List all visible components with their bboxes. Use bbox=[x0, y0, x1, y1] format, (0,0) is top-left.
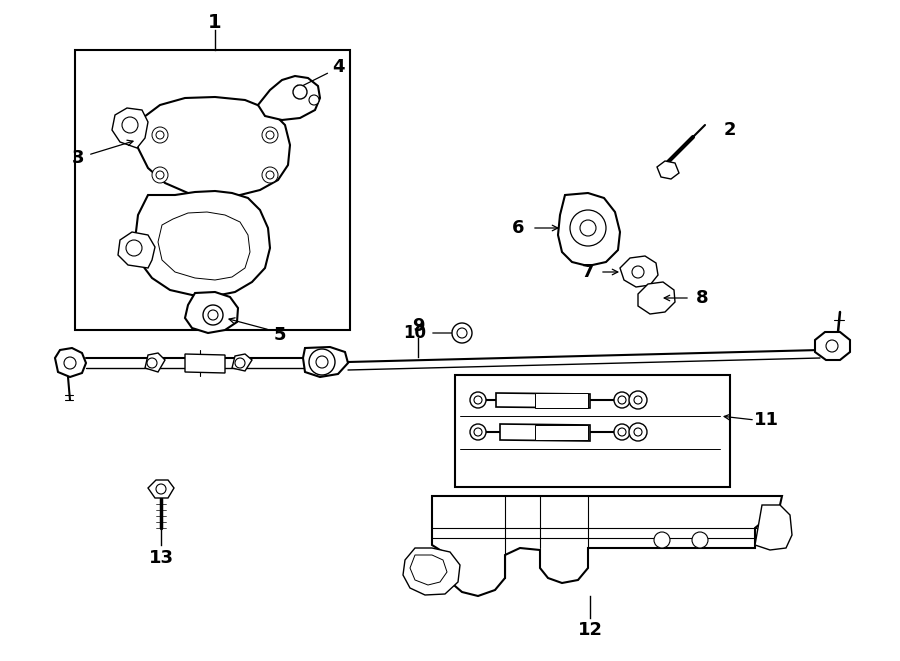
Text: 3: 3 bbox=[72, 149, 85, 167]
Circle shape bbox=[203, 305, 223, 325]
Circle shape bbox=[580, 220, 596, 236]
Polygon shape bbox=[496, 393, 590, 408]
Circle shape bbox=[632, 266, 644, 278]
Polygon shape bbox=[755, 505, 792, 550]
Polygon shape bbox=[232, 354, 252, 371]
Polygon shape bbox=[137, 97, 290, 197]
Text: 10: 10 bbox=[403, 324, 427, 342]
Circle shape bbox=[262, 127, 278, 143]
Circle shape bbox=[309, 95, 319, 105]
Circle shape bbox=[293, 85, 307, 99]
Circle shape bbox=[156, 484, 166, 494]
Polygon shape bbox=[185, 292, 238, 333]
Circle shape bbox=[570, 210, 606, 246]
Polygon shape bbox=[148, 480, 174, 498]
Polygon shape bbox=[145, 353, 165, 372]
Circle shape bbox=[457, 328, 467, 338]
Text: 8: 8 bbox=[696, 289, 708, 307]
Text: 9: 9 bbox=[412, 317, 424, 335]
Text: 6: 6 bbox=[512, 219, 524, 237]
Polygon shape bbox=[638, 282, 675, 314]
Circle shape bbox=[452, 323, 472, 343]
Circle shape bbox=[156, 171, 164, 179]
Circle shape bbox=[64, 357, 76, 369]
Circle shape bbox=[826, 340, 838, 352]
Circle shape bbox=[122, 117, 138, 133]
Text: 11: 11 bbox=[753, 411, 778, 429]
Text: 1: 1 bbox=[208, 13, 221, 32]
Text: 13: 13 bbox=[148, 549, 174, 567]
Circle shape bbox=[692, 532, 708, 548]
Polygon shape bbox=[185, 354, 225, 373]
Circle shape bbox=[126, 240, 142, 256]
Circle shape bbox=[147, 358, 157, 368]
Circle shape bbox=[474, 428, 482, 436]
Circle shape bbox=[629, 391, 647, 409]
Polygon shape bbox=[558, 193, 620, 266]
Circle shape bbox=[618, 428, 626, 436]
Circle shape bbox=[152, 127, 168, 143]
Circle shape bbox=[634, 428, 642, 436]
Polygon shape bbox=[258, 76, 320, 120]
Polygon shape bbox=[303, 347, 348, 377]
Polygon shape bbox=[432, 496, 782, 596]
Text: 4: 4 bbox=[332, 58, 344, 76]
Polygon shape bbox=[535, 393, 588, 408]
Circle shape bbox=[156, 131, 164, 139]
Text: 5: 5 bbox=[274, 326, 286, 344]
Circle shape bbox=[208, 310, 218, 320]
Circle shape bbox=[618, 396, 626, 404]
Circle shape bbox=[614, 424, 630, 440]
Circle shape bbox=[266, 131, 274, 139]
Polygon shape bbox=[158, 212, 250, 280]
Polygon shape bbox=[112, 108, 148, 148]
Circle shape bbox=[262, 167, 278, 183]
Circle shape bbox=[316, 356, 328, 368]
Circle shape bbox=[629, 423, 647, 441]
Circle shape bbox=[470, 424, 486, 440]
Polygon shape bbox=[657, 161, 679, 179]
Polygon shape bbox=[403, 548, 460, 595]
Circle shape bbox=[654, 532, 670, 548]
Text: 2: 2 bbox=[724, 121, 736, 139]
Circle shape bbox=[266, 171, 274, 179]
Polygon shape bbox=[55, 348, 86, 377]
Circle shape bbox=[235, 358, 245, 368]
Text: 7: 7 bbox=[581, 263, 594, 281]
Circle shape bbox=[634, 396, 642, 404]
Circle shape bbox=[470, 392, 486, 408]
Polygon shape bbox=[135, 191, 270, 296]
Polygon shape bbox=[118, 232, 155, 268]
Bar bbox=[75, 50, 350, 330]
Circle shape bbox=[152, 167, 168, 183]
Circle shape bbox=[309, 349, 335, 375]
Polygon shape bbox=[535, 425, 588, 440]
Polygon shape bbox=[500, 424, 590, 441]
Polygon shape bbox=[815, 332, 850, 360]
Text: 12: 12 bbox=[578, 621, 602, 639]
Polygon shape bbox=[620, 256, 658, 287]
Circle shape bbox=[474, 396, 482, 404]
Bar bbox=[455, 375, 730, 487]
Polygon shape bbox=[410, 555, 447, 585]
Circle shape bbox=[614, 392, 630, 408]
